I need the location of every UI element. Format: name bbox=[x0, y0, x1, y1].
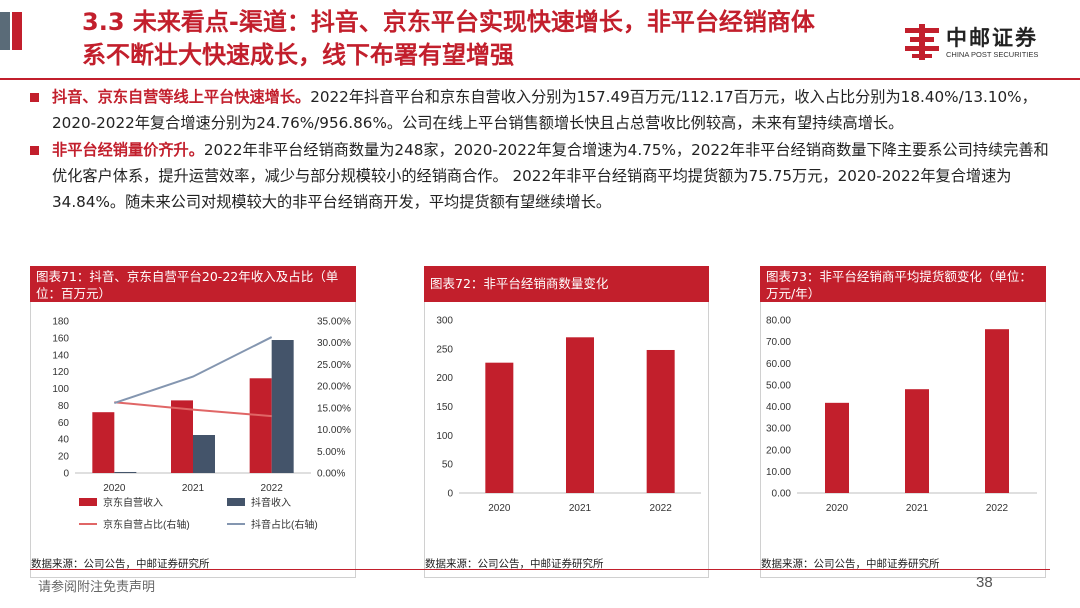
x-tick-label: 2021 bbox=[569, 503, 592, 514]
bar-0-2021 bbox=[171, 400, 193, 473]
y-right-tick-label: 20.00% bbox=[317, 382, 351, 393]
y-tick-label: 10.00 bbox=[766, 467, 791, 478]
x-tick-label: 2020 bbox=[488, 503, 511, 514]
bar-2021 bbox=[905, 389, 929, 493]
bar-0-2020 bbox=[92, 412, 115, 473]
title-accent-red bbox=[12, 12, 22, 50]
bullet-heading: 抖音、京东自营等线上平台快速增长。 bbox=[52, 88, 311, 106]
bar-0-2022 bbox=[249, 378, 272, 473]
y-tick-label: 250 bbox=[436, 344, 453, 355]
title-divider bbox=[0, 78, 1080, 80]
logo-english-name: CHINA POST SECURITIES bbox=[946, 50, 1039, 59]
chart-title: 图表72：非平台经销商数量变化 bbox=[424, 266, 709, 302]
y-tick-label: 0.00 bbox=[772, 489, 792, 500]
line-series-0 bbox=[114, 401, 272, 418]
bar-1-2020 bbox=[114, 471, 137, 473]
y-tick-label: 150 bbox=[436, 402, 453, 413]
logo-name: 中邮证券 bbox=[946, 26, 1038, 50]
chart-73-plot: 0.00 10.00 20.00 30.00 40.00 50.00 60.00 70.00 8… bbox=[766, 316, 1037, 514]
x-tick-label: 2022 bbox=[986, 503, 1009, 514]
x-tick-label: 2022 bbox=[650, 503, 673, 514]
y-right-tick-label: 15.00% bbox=[317, 403, 351, 414]
chart-72-plot: 0 50 100 150 200 250 300 2020 2021 2022 bbox=[436, 316, 701, 514]
y-right-tick-label: 0.00% bbox=[317, 469, 345, 480]
y-tick-label: 0 bbox=[447, 489, 453, 500]
bullet-heading: 非平台经销量价齐升。 bbox=[52, 141, 204, 159]
y-left-tick-label: 60 bbox=[58, 418, 70, 429]
legend-label: 京东自营收入 bbox=[103, 496, 163, 509]
bullet-body: 2022年非平台经销商数量为248家，2020-2022年复合增速为4.75%，… bbox=[52, 141, 1049, 211]
y-tick-label: 40.00 bbox=[766, 402, 791, 413]
chart-source: 数据来源：公司公告，中邮证券研究所 bbox=[31, 558, 210, 570]
chart-panel-72: 图表72：非平台经销商数量变化 0 50 100 150 200 250 300 2020 20… bbox=[424, 266, 709, 578]
x-tick-label: 2021 bbox=[182, 483, 205, 494]
bullet-body: 2022年抖音平台和京东自营收入分别为157.49百万元/112.17百万元，收… bbox=[52, 88, 1037, 132]
y-tick-label: 80.00 bbox=[766, 316, 791, 327]
chart-71-plot: 0 20 40 60 80 100 120 140 160 180 0.00% 5.00% 10.00%… bbox=[52, 317, 351, 532]
bar-2022 bbox=[985, 329, 1009, 493]
chart-source: 数据来源：公司公告，中邮证券研究所 bbox=[761, 558, 940, 570]
y-tick-label: 20.00 bbox=[766, 445, 791, 456]
chart-panel-71: 图表71：抖音、京东自营平台20-22年收入及占比（单位：百万元） 0 20 40 6… bbox=[30, 266, 356, 578]
y-tick-label: 300 bbox=[436, 316, 453, 327]
chart-title: 图表73：非平台经销商平均提货额变化（单位：万元/年） bbox=[760, 266, 1046, 302]
page-title-line2: 系不断壮大快速成长，线下布署有望增强 bbox=[82, 41, 514, 69]
y-left-tick-label: 140 bbox=[52, 350, 69, 361]
legend-label: 京东自营占比(右轴) bbox=[103, 518, 190, 531]
chart-title: 图表71：抖音、京东自营平台20-22年收入及占比（单位：百万元） bbox=[30, 266, 356, 302]
y-tick-label: 50.00 bbox=[766, 380, 791, 391]
y-tick-label: 30.00 bbox=[766, 424, 791, 435]
company-logo: 中邮证券 CHINA POST SECURITIES bbox=[902, 20, 1072, 64]
chart-panel-73: 图表73：非平台经销商平均提货额变化（单位：万元/年） 0.00 10.00 20.… bbox=[760, 266, 1046, 578]
footer-disclaimer: 请参阅附注免责声明 bbox=[38, 580, 156, 595]
y-left-tick-label: 120 bbox=[52, 367, 69, 378]
y-left-tick-label: 80 bbox=[58, 401, 70, 412]
bar-2022 bbox=[646, 349, 675, 493]
y-left-tick-label: 20 bbox=[58, 452, 70, 463]
legend-label: 抖音收入 bbox=[251, 496, 291, 509]
line-series-1 bbox=[114, 336, 273, 405]
chart-source: 数据来源：公司公告，中邮证券研究所 bbox=[425, 558, 604, 570]
y-left-tick-label: 100 bbox=[52, 384, 69, 395]
bar-2020 bbox=[485, 362, 514, 493]
bullet-square-icon bbox=[30, 93, 39, 102]
legend-swatch bbox=[79, 498, 97, 506]
y-right-tick-label: 25.00% bbox=[317, 360, 351, 371]
title-accent-gray bbox=[0, 12, 10, 50]
page-title-line1: 3.3 未来看点-渠道：抖音、京东平台实现快速增长，非平台经销商体 bbox=[82, 8, 815, 36]
y-left-tick-label: 40 bbox=[58, 435, 70, 446]
y-tick-label: 60.00 bbox=[766, 359, 791, 370]
y-tick-label: 100 bbox=[436, 431, 453, 442]
y-right-tick-label: 30.00% bbox=[317, 338, 351, 349]
y-right-tick-label: 35.00% bbox=[317, 317, 351, 328]
bar-1-2021 bbox=[193, 435, 215, 473]
x-tick-label: 2020 bbox=[103, 483, 126, 494]
y-tick-label: 70.00 bbox=[766, 337, 791, 348]
bullet-non-platform-distributors: 非平台经销量价齐升。2022年非平台经销商数量为248家，2020-2022年复… bbox=[30, 137, 1060, 215]
y-tick-label: 200 bbox=[436, 373, 453, 384]
y-left-tick-label: 160 bbox=[52, 333, 69, 344]
legend-swatch bbox=[227, 498, 245, 506]
bar-2021 bbox=[566, 337, 594, 493]
bar-2020 bbox=[825, 402, 849, 493]
y-tick-label: 50 bbox=[442, 460, 454, 471]
legend-label: 抖音占比(右轴) bbox=[251, 518, 318, 531]
bar-1-2022 bbox=[271, 340, 294, 473]
x-tick-label: 2021 bbox=[906, 503, 929, 514]
page-number: 38 bbox=[976, 574, 993, 591]
footer-divider bbox=[30, 569, 1050, 570]
bullet-list: 抖音、京东自营等线上平台快速增长。2022年抖音平台和京东自营收入分别为157.… bbox=[30, 84, 1060, 216]
page-title: 3.3 未来看点-渠道：抖音、京东平台实现快速增长，非平台经销商体 系不断壮大快… bbox=[82, 6, 912, 72]
y-left-tick-label: 180 bbox=[52, 317, 69, 328]
x-tick-label: 2022 bbox=[261, 483, 284, 494]
y-left-tick-label: 0 bbox=[63, 469, 69, 480]
y-right-tick-label: 5.00% bbox=[317, 447, 345, 458]
y-right-tick-label: 10.00% bbox=[317, 425, 351, 436]
bullet-square-icon bbox=[30, 146, 39, 155]
china-post-emblem-icon bbox=[905, 24, 939, 60]
x-tick-label: 2020 bbox=[826, 503, 849, 514]
bullet-online-platforms: 抖音、京东自营等线上平台快速增长。2022年抖音平台和京东自营收入分别为157.… bbox=[30, 84, 1060, 136]
